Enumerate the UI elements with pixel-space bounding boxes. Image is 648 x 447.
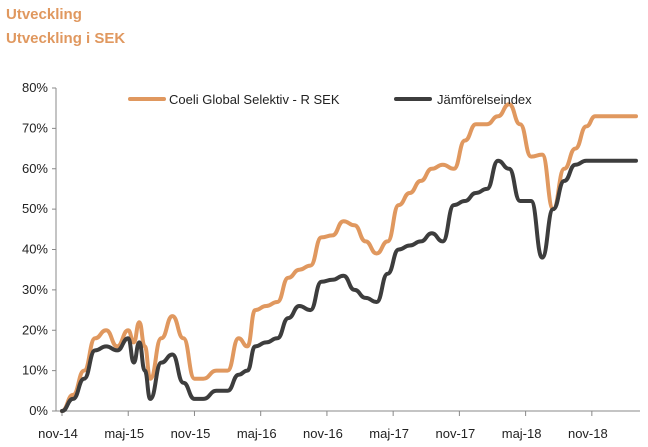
- x-tick-label: maj-15: [104, 426, 144, 441]
- y-tick-label: 0%: [29, 403, 48, 418]
- y-tick-label: 80%: [22, 80, 48, 95]
- x-tick-label: nov-17: [436, 426, 476, 441]
- x-tick-label: nov-14: [38, 426, 78, 441]
- y-tick-label: 20%: [22, 322, 48, 337]
- y-tick-label: 70%: [22, 120, 48, 135]
- legend-label-fund: Coeli Global Selektiv - R SEK: [169, 92, 340, 107]
- y-tick-label: 50%: [22, 201, 48, 216]
- series-line-fund: [60, 102, 638, 413]
- chart-subtitle: Utveckling i SEK: [6, 30, 126, 47]
- x-tick-label: maj-18: [502, 426, 542, 441]
- x-tick-label: nov-15: [171, 426, 211, 441]
- y-tick-label: 60%: [22, 161, 48, 176]
- legend-label-index: Jämförelseindex: [437, 92, 532, 107]
- series-line-index: [60, 158, 638, 413]
- y-tick-label: 10%: [22, 363, 48, 378]
- y-tick-label: 40%: [22, 242, 48, 257]
- y-tick-label: 30%: [22, 282, 48, 297]
- legend: Coeli Global Selektiv - R SEK Jämförelsei…: [128, 92, 532, 107]
- x-tick-label: maj-16: [237, 426, 277, 441]
- axes: 0% 10% 20% 30% 40% 50% 60% 70% 80% nov-14 maj-15 no…: [22, 80, 640, 441]
- x-tick-label: maj-17: [369, 426, 409, 441]
- x-tick-label: nov-16: [303, 426, 343, 441]
- chart-title: Utveckling: [6, 6, 82, 23]
- series-layer: [60, 102, 638, 413]
- x-tick-label: nov-18: [568, 426, 608, 441]
